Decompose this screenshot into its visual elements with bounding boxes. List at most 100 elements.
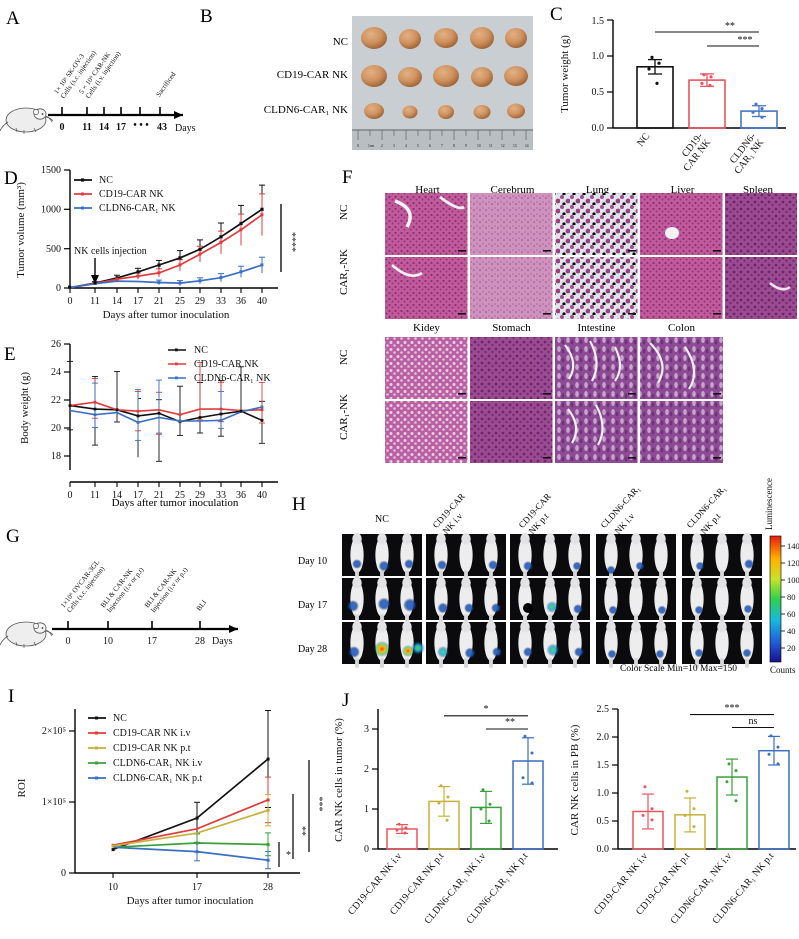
panel-g-annotation-4: BLI xyxy=(195,598,209,612)
panel-e-markers-cldn6 xyxy=(93,405,264,424)
ruler-mark-7: 7 xyxy=(441,144,443,148)
panel-j2-sig-2-stars: ns xyxy=(749,716,758,727)
panel-c-bar-cd19 xyxy=(688,73,726,129)
panel-f: F Heart Cerebrum Lung Liver Spleen NC CA… xyxy=(338,165,799,490)
panel-i-label: I xyxy=(8,686,15,707)
panel-d-label: D xyxy=(4,168,18,189)
panel-a-annotation-3: Sacrificed xyxy=(155,70,178,98)
ruler-mark-11: 11 xyxy=(489,144,493,148)
panel-i-xtick-10: 10 xyxy=(108,882,118,893)
panel-a-tick-14: 14 xyxy=(99,122,109,133)
panel-f-col-kidey: Kidey xyxy=(413,322,440,334)
colorbar-tick-100: 100 xyxy=(787,575,799,585)
panel-c-bar-cldn6 xyxy=(740,102,778,129)
panel-i-legend-4: CLDN6-CAR₁ NK p.t xyxy=(113,773,203,784)
panel-c-ytick-3: 1.5 xyxy=(592,16,605,27)
panel-f-micrographs xyxy=(385,193,797,463)
panel-e-ytick-20: 20 xyxy=(51,423,61,434)
panel-i-ytick-2: 2×10⁵ xyxy=(42,726,66,737)
panel-j1-ytick-0: 0 xyxy=(364,844,369,855)
panel-j2-ytick-2: 1.0 xyxy=(597,788,610,799)
panel-d-series-cd19-errors xyxy=(135,193,265,280)
panel-d-series-nc-errors xyxy=(92,184,265,285)
panel-e: E 18 20 22 24 26 Body weight (g) 0 11 14… xyxy=(0,330,340,505)
panel-d-markers-cd19 xyxy=(115,213,264,281)
panel-d-ytick-1500: 1500 xyxy=(41,165,61,176)
panel-d-ylabel: Tumor volume (mm³) xyxy=(15,182,27,278)
panel-a-timeline: 0 11 14 17 • • • 43 Days 1× 10⁶ SK-OV-3 … xyxy=(0,49,196,134)
panel-e-xtick-0: 0 xyxy=(68,490,73,501)
panel-f-col-colon: Colon xyxy=(668,322,695,334)
panel-e-line-nc xyxy=(69,404,263,423)
colorbar-tick-20: 20 xyxy=(787,643,796,653)
panel-g-label: G xyxy=(6,526,20,547)
panel-c-xlabel-0-l1: NC xyxy=(635,131,652,149)
panel-i-chart: 0 1×10⁵ 2×10⁵ ROI 10 17 28 Days after tu… xyxy=(16,709,324,907)
panel-j-chart-pb: 0.0 0.5 1.0 1.5 2.0 2.5 CAR NK cells in … xyxy=(569,703,796,926)
panel-e-ytick-18: 18 xyxy=(51,451,61,462)
panel-g-tick-0: 0 xyxy=(66,636,71,647)
panel-h-label: H xyxy=(292,494,306,515)
ruler-mark-4: 4 xyxy=(405,144,407,148)
ruler-mark-1: 1cm xyxy=(368,144,374,148)
panel-i: I 0 1×10⁵ 2×10⁵ ROI 10 17 28 Days after … xyxy=(0,676,330,939)
panel-h-colorbar: 140 120 100 80 60 40 20 Luminescence Cou… xyxy=(764,478,799,675)
panel-e-xtick-2: 14 xyxy=(112,490,122,501)
panel-h-col-nc: NC xyxy=(375,514,389,525)
ruler-mark-3: 3 xyxy=(393,144,395,148)
panel-j-chart-tumor: 0 1 2 3 CAR NK cells in tumor (%) xyxy=(333,704,558,926)
panel-j2-bar-2 xyxy=(716,758,748,850)
panel-e-chart: 18 20 22 24 26 Body weight (g) 0 11 14 1… xyxy=(19,339,278,501)
panel-d-line-cldn6 xyxy=(69,264,263,289)
panel-i-line-cldn6-iv xyxy=(112,842,269,849)
ruler-mark-13: 13 xyxy=(513,144,517,148)
panel-a-tick-0: 0 xyxy=(60,122,65,133)
panel-b: B NC CD19-CAR NK CLDN6-CAR₁ NK xyxy=(196,0,536,160)
excised-tumor-photo: 0 1cm 2 3 4 5 6 7 8 9 10 11 12 13 14 xyxy=(352,16,533,150)
panel-g-timeline: 0 10 17 28 Days 1×10⁶ OVCAR-3GL Cells (s… xyxy=(0,558,238,648)
panel-j1-bar-2 xyxy=(470,788,502,850)
panel-i-xtick-28: 28 xyxy=(263,882,273,893)
panel-i-ytick-1: 1×10⁵ xyxy=(42,797,66,808)
panel-j1-ytick-1: 1 xyxy=(364,804,369,815)
panel-f-col-stomach: Stomach xyxy=(492,322,531,334)
panel-e-legend: NC CD19-CAR NK CLDN6-CAR₁ NK xyxy=(168,345,271,384)
panel-h-row-day10: Day 10 xyxy=(298,556,328,567)
panel-i-legend: NC CD19-CAR NK i.v CD19-CAR NK p.t CLDN6… xyxy=(88,713,203,784)
panel-c-ytick-2: 1.0 xyxy=(592,51,605,62)
panel-j2-ytick-1: 0.5 xyxy=(597,816,610,827)
ruler-mark-12: 12 xyxy=(501,144,505,148)
ruler-mark-6: 6 xyxy=(429,144,431,148)
bli-signal-day10 xyxy=(352,559,754,575)
ruler-mark-0: 0 xyxy=(357,144,359,148)
panel-j1-sig-1-stars: * xyxy=(484,704,489,715)
panel-j1-sig-2-stars: ** xyxy=(505,717,515,728)
panel-j1-ytick-2: 2 xyxy=(364,764,369,775)
panel-i-xlabel: Days after tumor inoculation xyxy=(127,895,254,907)
panel-c-sig-2: *** xyxy=(707,35,759,47)
panel-j2-sig-2: ns xyxy=(732,716,774,729)
panel-h-row-day28: Day 28 xyxy=(298,644,328,655)
panel-j1-ylabel: CAR NK cells in tumor (%) xyxy=(333,718,345,842)
panel-d-injection-text: NK cells injection xyxy=(74,246,147,257)
panel-g-tick-28: 28 xyxy=(195,636,205,647)
panel-a-tick-17: 17 xyxy=(116,122,126,133)
panel-d-xtick-9: 40 xyxy=(257,296,267,307)
panel-c-ytick-0: 0.0 xyxy=(592,123,605,134)
ruler-mark-10: 10 xyxy=(477,144,481,148)
mouse-icon xyxy=(0,621,54,648)
panel-g-tick-17: 17 xyxy=(147,636,157,647)
panel-i-line-cd19-iv xyxy=(112,799,269,847)
panel-c-bar-nc xyxy=(636,55,674,129)
panel-j2-sig-1: *** xyxy=(690,703,774,716)
panel-c-chart: 0.0 0.5 1.0 1.5 Tumor weight (g) xyxy=(559,16,786,176)
panel-d-legend-2: CLDN6-CAR₁ NK xyxy=(99,203,176,214)
panel-g-unit: Days xyxy=(212,636,233,647)
panel-i-ylabel: ROI xyxy=(16,778,28,797)
panel-i-sig-2-stars: ** xyxy=(296,826,307,836)
panel-a: A 0 11 14 17 • • • 43 Days xyxy=(0,0,200,160)
panel-d-significance: **** xyxy=(280,204,297,272)
panel-e-xtick-4: 21 xyxy=(154,490,164,501)
panel-i-ytick-0: 0 xyxy=(61,868,66,879)
panel-c-sig-2-stars: *** xyxy=(738,35,753,46)
